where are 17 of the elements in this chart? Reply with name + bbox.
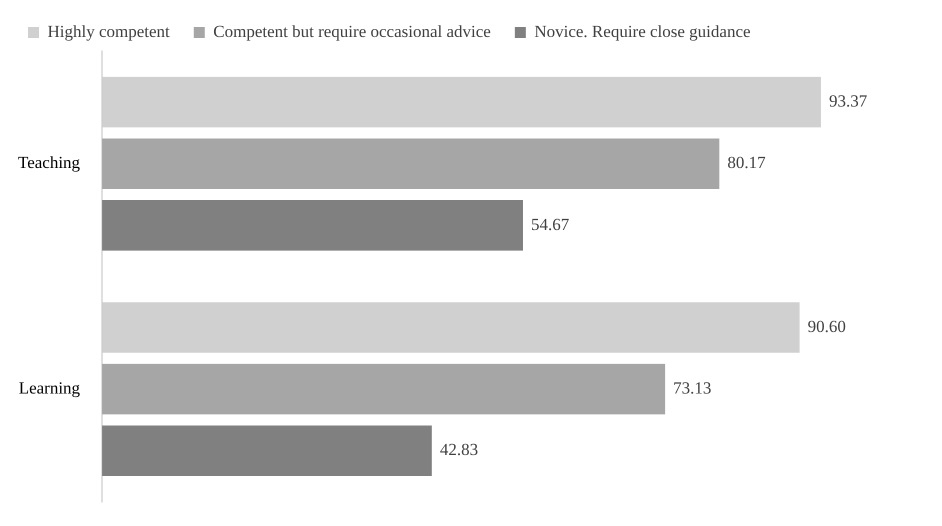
data-label: 54.67 bbox=[530, 214, 570, 234]
bar bbox=[102, 138, 720, 189]
bar bbox=[102, 76, 821, 128]
y-tick-label: Teaching bbox=[18, 153, 81, 172]
legend-label: Competent but require occasional advice bbox=[213, 22, 491, 41]
data-label: 93.37 bbox=[828, 92, 868, 111]
data-label: 42.83 bbox=[440, 440, 478, 460]
y-tick-label: Learning bbox=[18, 378, 81, 398]
legend-label: Highly competent bbox=[48, 22, 170, 41]
data-label: 90.60 bbox=[808, 316, 846, 336]
bar bbox=[102, 302, 800, 353]
bar bbox=[102, 425, 432, 476]
data-label: 73.13 bbox=[673, 378, 712, 398]
data-label: 80.17 bbox=[727, 153, 766, 172]
legend-label: Novice. Require close guidance bbox=[534, 22, 751, 41]
bar bbox=[102, 200, 523, 251]
bar bbox=[102, 364, 666, 414]
